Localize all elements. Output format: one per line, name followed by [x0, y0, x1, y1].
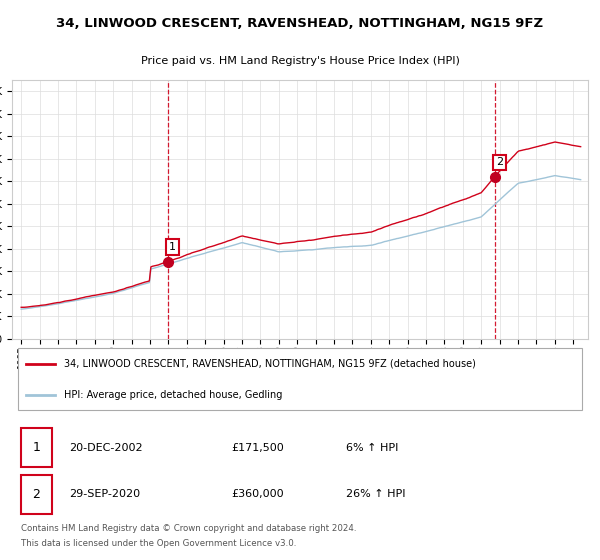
Text: 2: 2 [496, 157, 503, 167]
Text: 34, LINWOOD CRESCENT, RAVENSHEAD, NOTTINGHAM, NG15 9FZ (detached house): 34, LINWOOD CRESCENT, RAVENSHEAD, NOTTIN… [64, 358, 476, 368]
Text: 2: 2 [32, 488, 40, 501]
Text: £171,500: £171,500 [231, 443, 284, 452]
Text: 6% ↑ HPI: 6% ↑ HPI [346, 443, 398, 452]
Text: 29-SEP-2020: 29-SEP-2020 [70, 489, 141, 500]
Text: 1: 1 [32, 441, 40, 454]
FancyBboxPatch shape [20, 428, 52, 467]
Text: This data is licensed under the Open Government Licence v3.0.: This data is licensed under the Open Gov… [20, 539, 296, 548]
Text: 34, LINWOOD CRESCENT, RAVENSHEAD, NOTTINGHAM, NG15 9FZ: 34, LINWOOD CRESCENT, RAVENSHEAD, NOTTIN… [56, 17, 544, 30]
FancyBboxPatch shape [18, 348, 582, 410]
Text: HPI: Average price, detached house, Gedling: HPI: Average price, detached house, Gedl… [64, 390, 282, 400]
Text: Price paid vs. HM Land Registry's House Price Index (HPI): Price paid vs. HM Land Registry's House … [140, 56, 460, 66]
FancyBboxPatch shape [20, 475, 52, 514]
Text: 1: 1 [169, 242, 176, 252]
Text: 20-DEC-2002: 20-DEC-2002 [70, 443, 143, 452]
Text: 26% ↑ HPI: 26% ↑ HPI [346, 489, 406, 500]
Text: Contains HM Land Registry data © Crown copyright and database right 2024.: Contains HM Land Registry data © Crown c… [20, 524, 356, 533]
Text: £360,000: £360,000 [231, 489, 284, 500]
